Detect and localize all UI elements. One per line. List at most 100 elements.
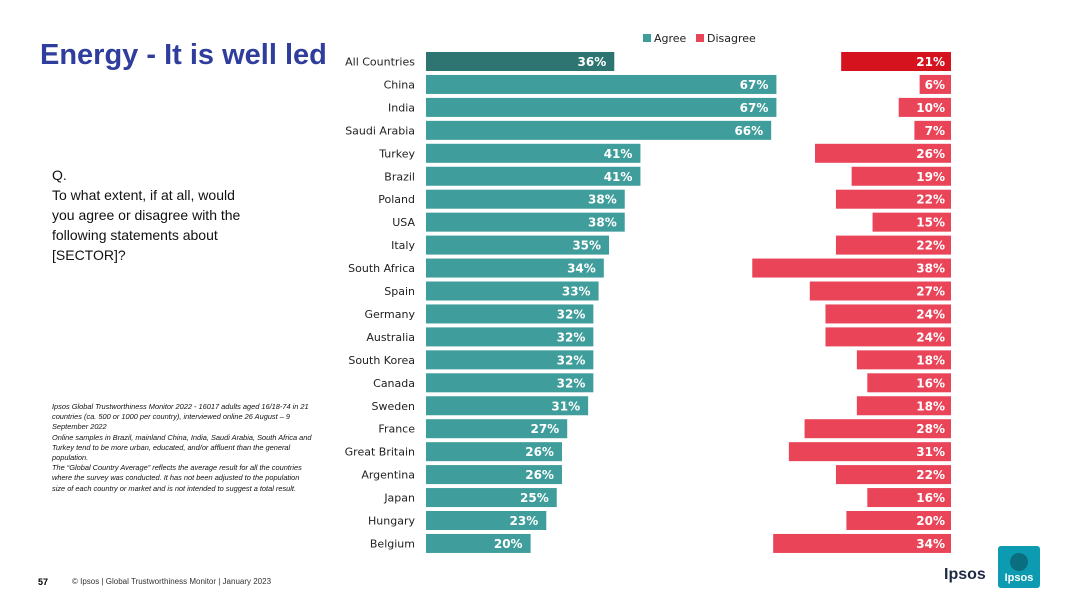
country-label: Saudi Arabia: [345, 124, 415, 137]
chart-row: All Countries 36% 21%: [345, 52, 951, 71]
disagree-value-label: 22%: [916, 193, 945, 207]
agree-bar: [426, 373, 594, 393]
chart-rows: All Countries 36% 21% China 67% 6% India 67% 10%…: [345, 52, 951, 553]
country-label: Canada: [373, 377, 415, 390]
agree-value-label: 41%: [604, 147, 633, 161]
methodology-footnote: Ipsos Global Trustworthiness Monitor 202…: [52, 402, 314, 494]
chart-row: Australia 32% 24%: [366, 327, 951, 347]
agree-bar: [426, 304, 594, 324]
legend-swatch-agree: [643, 34, 651, 42]
chart-row: South Korea 32% 18%: [348, 350, 951, 370]
disagree-bar: [773, 533, 951, 553]
disagree-value-label: 16%: [916, 491, 945, 505]
agree-value-label: 32%: [557, 376, 586, 390]
country-label: All Countries: [345, 56, 415, 69]
agree-value-label: 66%: [734, 124, 763, 138]
disagree-value-label: 20%: [916, 514, 945, 528]
country-label: Germany: [364, 308, 415, 321]
disagree-bar: [788, 442, 951, 462]
agree-bar: [426, 74, 777, 94]
disagree-bar: [825, 304, 951, 324]
agree-value-label: 26%: [525, 468, 554, 482]
disagree-bar: [752, 258, 951, 278]
country-label: China: [384, 78, 415, 91]
disagree-bar: [835, 235, 951, 255]
agree-bar: [426, 97, 777, 117]
disagree-value-label: 22%: [916, 468, 945, 482]
disagree-value-label: 28%: [916, 422, 945, 436]
agree-value-label: 33%: [562, 285, 591, 299]
chart-row: USA 38% 15%: [392, 212, 951, 232]
disagree-bar: [914, 120, 951, 140]
country-label: France: [378, 423, 415, 436]
chart-row: Turkey 41% 26%: [378, 143, 951, 163]
agree-bar: [426, 189, 625, 209]
country-label: USA: [392, 216, 415, 229]
agree-bar: [426, 442, 562, 462]
agree-value-label: 41%: [604, 170, 633, 184]
disagree-bar: [919, 74, 951, 94]
country-label: Sweden: [372, 400, 415, 413]
country-label: Great Britain: [345, 446, 415, 459]
question-text: To what extent, if at all, would you agr…: [52, 187, 241, 263]
disagree-bar: [825, 327, 951, 347]
agree-bar: [426, 235, 610, 255]
disagree-value-label: 18%: [916, 353, 945, 367]
agree-bar: [426, 212, 625, 232]
legend-label-disagree: Disagree: [707, 32, 756, 45]
disagree-value-label: 10%: [916, 101, 945, 115]
disagree-value-label: 6%: [925, 78, 945, 92]
disagree-value-label: 22%: [916, 239, 945, 253]
agree-value-label: 67%: [740, 78, 769, 92]
disagree-bar: [851, 166, 951, 186]
country-label: India: [388, 101, 415, 114]
footnote-line: Ipsos Global Trustworthiness Monitor 202…: [52, 402, 309, 432]
disagree-bar: [841, 52, 951, 71]
disagree-bar: [835, 465, 951, 485]
disagree-value-label: 21%: [916, 55, 945, 69]
disagree-bar: [856, 396, 951, 416]
agree-bar: [426, 52, 615, 71]
agree-bar: [426, 350, 594, 370]
agree-value-label: 38%: [588, 216, 617, 230]
country-label: South Africa: [348, 262, 415, 275]
ipsos-logo-badge-icon: Ipsos: [998, 546, 1040, 588]
disagree-value-label: 16%: [916, 376, 945, 390]
legend-swatch-disagree: [696, 34, 704, 42]
agree-value-label: 26%: [525, 445, 554, 459]
agree-value-label: 36%: [578, 55, 607, 69]
chart-row: Hungary 23% 20%: [368, 511, 951, 530]
chart-row: China 67% 6%: [384, 74, 951, 94]
chart-row: Germany 32% 24%: [364, 304, 951, 324]
disagree-bar: [809, 281, 951, 301]
country-label: Hungary: [368, 515, 415, 528]
question-prefix: Q.: [52, 167, 67, 183]
chart-row: Belgium 20% 34%: [370, 533, 951, 553]
chart-row: Sweden 31% 18%: [372, 396, 951, 416]
chart-row: Canada 32% 16%: [373, 373, 951, 393]
country-label: Belgium: [370, 537, 415, 550]
country-label: Brazil: [384, 170, 415, 183]
logo-badge-text: Ipsos: [1005, 572, 1034, 584]
disagree-bar: [867, 373, 951, 393]
chart-row: Argentina 26% 22%: [361, 465, 951, 485]
page-number: 57: [38, 577, 49, 587]
agree-bar: [426, 488, 557, 508]
disagree-bar: [872, 212, 951, 232]
disagree-value-label: 19%: [916, 170, 945, 184]
disagree-value-label: 24%: [916, 330, 945, 344]
disagree-value-label: 15%: [916, 216, 945, 230]
chart-row: Spain 33% 27%: [384, 281, 951, 301]
agree-bar: [426, 511, 547, 530]
agree-value-label: 34%: [567, 262, 596, 276]
country-label: South Korea: [348, 354, 415, 367]
country-label: Argentina: [361, 469, 415, 482]
disagree-bar: [804, 419, 951, 439]
country-label: Poland: [378, 193, 415, 206]
question-block: Q. To what extent, if at all, would you …: [52, 165, 282, 265]
chart-row: Great Britain 26% 31%: [345, 442, 951, 462]
agree-value-label: 32%: [557, 330, 586, 344]
agree-value-label: 32%: [557, 353, 586, 367]
disagree-bar: [835, 189, 951, 209]
